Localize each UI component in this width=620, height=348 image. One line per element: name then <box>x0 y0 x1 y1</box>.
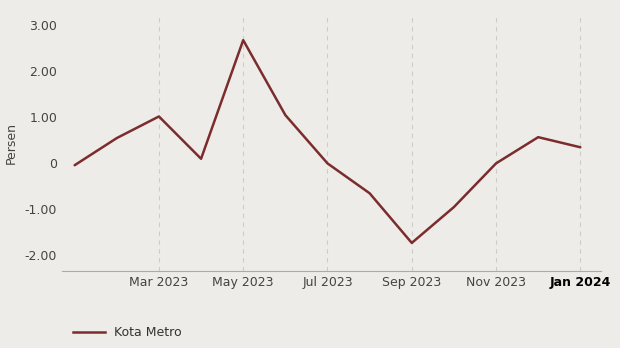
Legend: Kota Metro: Kota Metro <box>68 322 187 345</box>
Y-axis label: Persen: Persen <box>5 122 18 164</box>
